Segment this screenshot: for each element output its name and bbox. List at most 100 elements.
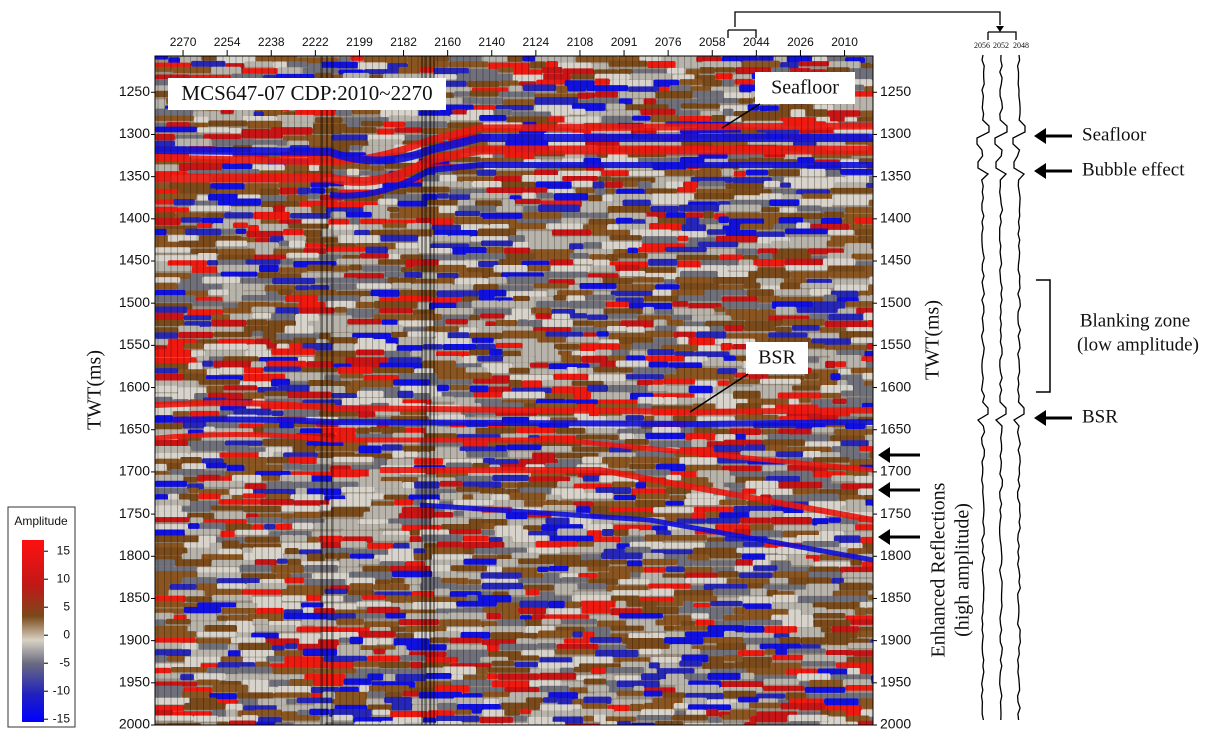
texture [578,583,607,589]
texture [155,637,196,642]
texture [379,661,410,668]
texture [503,356,536,362]
texture [591,668,606,674]
texture [620,344,632,350]
texture [356,350,384,356]
texture [397,391,413,398]
texture [662,692,685,698]
texture [527,548,560,554]
texture [429,451,466,458]
texture [155,207,178,213]
texture [663,543,705,549]
texture [180,674,194,680]
texture [373,535,410,541]
texture [614,529,629,536]
texture [246,583,287,589]
texture [272,667,314,674]
texture [557,529,587,536]
texture [602,529,614,536]
texture [797,205,821,211]
texture [619,433,634,439]
texture [233,223,248,228]
texture [302,619,315,625]
texture [281,273,301,278]
texture [869,200,894,207]
texture [801,637,828,644]
texture [283,463,302,469]
texture [753,565,777,571]
texture [413,266,435,272]
texture [369,427,381,433]
texture [761,207,779,212]
texture [378,259,405,265]
texture [788,609,801,615]
texture [702,361,742,366]
texture [725,183,763,189]
texture [828,314,863,321]
texture [434,589,450,595]
texture [304,230,322,237]
texture [184,607,221,613]
texture [487,368,508,374]
texture [508,655,539,660]
texture [618,579,649,584]
texture [293,446,316,454]
texture [745,320,782,326]
texture [742,489,756,494]
texture [611,291,653,296]
texture [197,475,221,482]
texture [155,668,171,674]
texture [479,98,503,105]
texture [437,290,479,297]
texture [697,98,738,103]
texture [264,524,275,530]
texture [593,536,620,542]
texture [543,697,558,703]
texture [493,488,506,494]
texture [285,548,299,554]
texture [449,194,470,200]
texture [685,578,726,584]
texture [155,517,190,522]
texture [285,326,314,334]
texture [449,56,482,63]
texture [861,111,897,118]
texture [289,457,317,464]
texture [536,313,552,319]
texture [813,620,850,627]
texture [577,93,595,99]
texture [241,68,278,74]
texture [188,523,200,529]
texture [522,175,562,182]
texture [572,709,615,716]
texture [329,499,371,506]
texture [744,722,756,729]
texture [748,583,764,588]
texture [541,619,561,625]
texture [342,525,379,530]
texture [294,535,307,541]
texture [826,170,841,177]
texture [319,165,333,171]
texture [804,373,818,379]
texture [566,337,599,342]
texture [447,427,476,433]
texture [155,601,183,608]
texture [548,601,564,609]
y-tick-label: 1300 [119,125,150,141]
texture [674,308,714,314]
trace-label: 2048 [1013,41,1029,50]
texture [546,608,581,614]
texture [558,698,573,705]
texture [488,277,507,284]
texture [496,320,518,326]
texture [241,589,281,594]
texture [797,307,838,313]
texture [660,663,679,668]
texture [261,476,280,481]
texture [155,631,196,637]
texture [497,673,539,679]
texture [529,481,557,488]
texture [206,386,223,393]
texture [774,289,810,295]
